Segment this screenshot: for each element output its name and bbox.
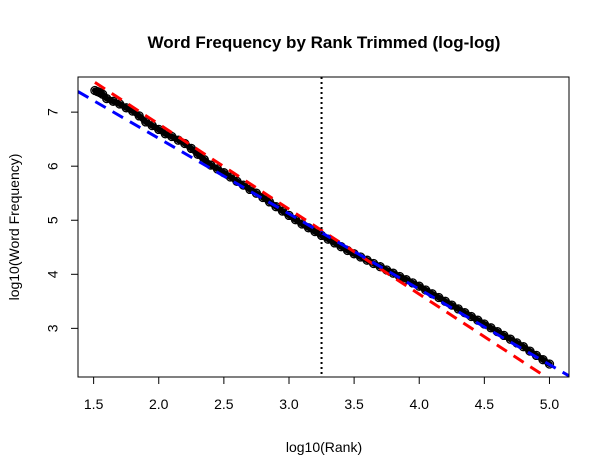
plot-area [78,77,569,377]
y-tick-label: 5 [45,216,61,224]
x-tick-label: 4.0 [409,396,429,412]
y-tick-label: 4 [45,270,61,278]
y-tick-label: 7 [45,108,61,116]
x-axis-label: log10(Rank) [286,439,362,455]
blue-fit-line [78,90,569,377]
x-tick-label: 3.0 [279,396,299,412]
y-axis: 3 4 5 6 7 [45,108,79,332]
red-fit-line [94,81,549,377]
plot-frame [77,76,570,378]
x-tick-label: 4.5 [475,396,495,412]
y-axis-label: log10(Word Frequency) [6,154,22,301]
x-axis: 1.5 2.0 2.5 3.0 3.5 4.0 4.5 5.0 [84,376,560,412]
x-tick-label: 3.5 [344,396,364,412]
plot-content [78,77,569,377]
data-point-cloud [91,87,553,367]
y-tick-label: 6 [45,162,61,170]
x-tick-label: 1.5 [84,396,104,412]
chart-title: Word Frequency by Rank Trimmed (log-log) [148,33,501,52]
y-tick-label: 3 [45,324,61,332]
x-tick-label: 2.0 [149,396,169,412]
x-tick-label: 5.0 [540,396,560,412]
x-tick-label: 2.5 [214,396,234,412]
